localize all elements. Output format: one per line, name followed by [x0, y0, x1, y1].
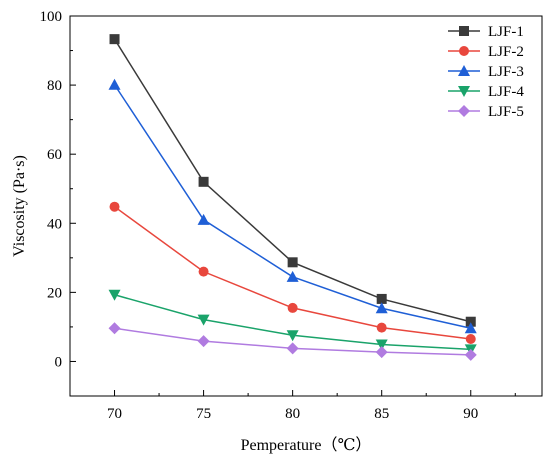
data-point-ljf-1 [109, 34, 120, 45]
x-tick-label: 80 [285, 406, 300, 422]
legend-marker-ljf-3 [458, 65, 470, 76]
legend-label-ljf-2: LJF-2 [488, 44, 524, 60]
data-point-ljf-5 [108, 322, 121, 335]
legend: LJF-1 LJF-2 LJF-3 LJF-4 LJF-5 [448, 24, 524, 120]
data-point-ljf-3 [197, 213, 210, 225]
legend-marker-ljf-2 [459, 46, 469, 56]
data-point-ljf-1 [376, 293, 387, 304]
data-point-ljf-5 [375, 346, 388, 359]
x-tick-label: 70 [107, 406, 122, 422]
y-tick-label: 20 [47, 285, 62, 301]
data-point-ljf-3 [286, 270, 299, 282]
legend-marker-ljf-5 [458, 105, 470, 117]
data-point-ljf-2 [376, 322, 387, 333]
legend-marker-ljf-4 [458, 86, 470, 97]
y-axis-label: Viscosity (Pa·s) [11, 155, 28, 257]
y-tick-label: 60 [47, 147, 62, 163]
data-point-ljf-5 [464, 348, 477, 361]
data-point-ljf-3 [108, 78, 121, 90]
legend-label-ljf-5: LJF-5 [488, 104, 524, 120]
y-tick-label: 100 [40, 9, 63, 25]
data-point-ljf-4 [108, 289, 121, 301]
y-tick-label: 80 [47, 78, 62, 94]
series-layer [108, 34, 477, 361]
data-point-ljf-2 [198, 266, 209, 277]
series-ljf-4 [108, 289, 477, 356]
legend-label-ljf-1: LJF-1 [488, 24, 524, 40]
x-tick-label: 85 [374, 406, 389, 422]
series-ljf-5 [108, 322, 477, 361]
data-point-ljf-1 [287, 257, 298, 268]
legend-label-ljf-3: LJF-3 [488, 64, 524, 80]
data-point-ljf-2 [287, 302, 298, 313]
x-tick-label: 90 [463, 406, 478, 422]
legend-marker-ljf-1 [459, 26, 469, 36]
y-axis: 0 20 40 60 80 100 [40, 9, 76, 397]
series-line-ljf-3 [113, 84, 471, 330]
data-point-ljf-5 [197, 335, 210, 348]
data-point-ljf-1 [465, 316, 476, 327]
y-tick-label: 40 [47, 216, 62, 232]
series-ljf-2 [109, 201, 476, 344]
legend-label-ljf-4: LJF-4 [488, 84, 524, 100]
x-tick-label: 75 [196, 406, 211, 422]
x-axis: 70 75 80 85 90 [107, 390, 516, 422]
data-point-ljf-5 [286, 342, 299, 355]
plot-frame [69, 15, 543, 397]
data-point-ljf-3 [464, 322, 477, 334]
x-axis-label: Pemperature（℃） [241, 436, 372, 454]
y-tick-label: 0 [55, 354, 63, 370]
data-point-ljf-3 [375, 302, 388, 314]
data-point-ljf-1 [198, 176, 209, 187]
data-point-ljf-2 [109, 201, 120, 212]
data-point-ljf-2 [465, 334, 476, 344]
data-point-ljf-4 [286, 330, 299, 342]
series-ljf-1 [109, 34, 476, 327]
data-point-ljf-4 [375, 339, 388, 351]
series-ljf-3 [108, 78, 477, 334]
data-point-ljf-4 [197, 314, 210, 326]
